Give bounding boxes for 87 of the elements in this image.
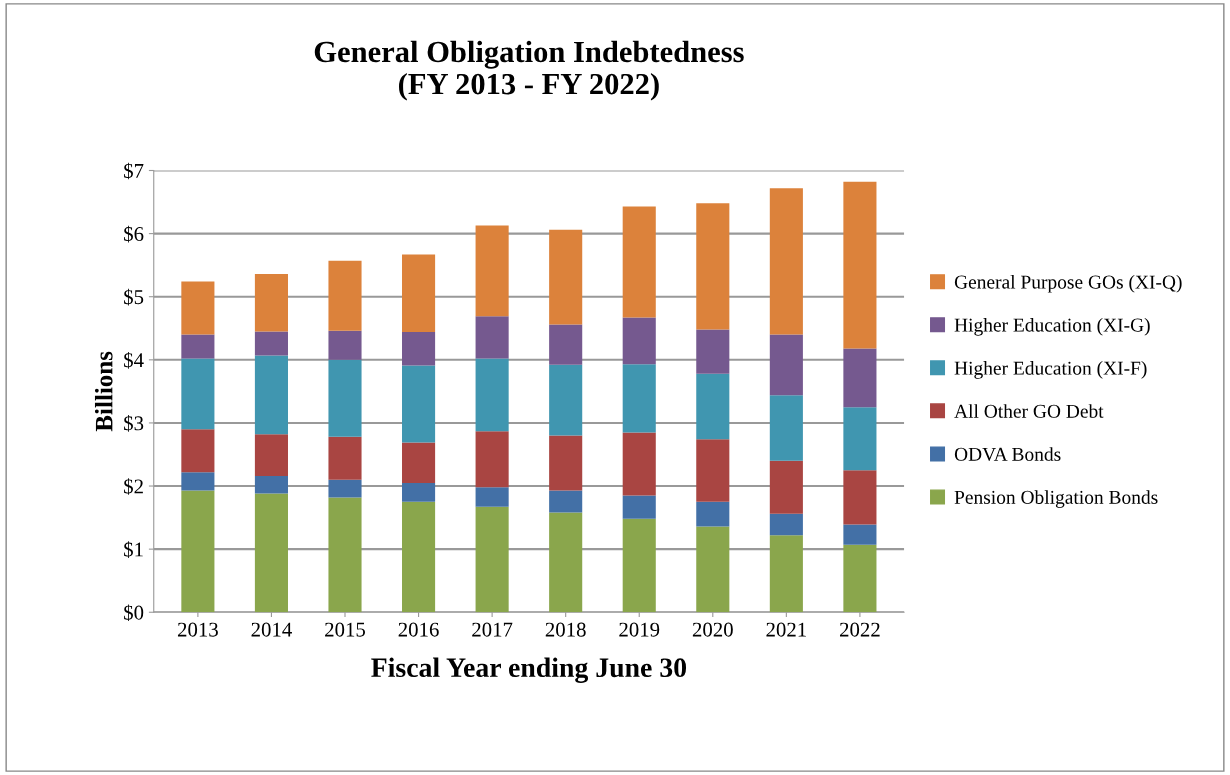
bar	[549, 364, 583, 436]
legend-label: Higher Education (XI-F)	[954, 361, 1147, 379]
x-tick-label: 2013	[177, 622, 218, 637]
y-tick-label: $5	[124, 288, 144, 306]
bar	[843, 470, 877, 525]
x-tick-label: 2016	[398, 622, 439, 637]
bar	[402, 365, 436, 443]
bar	[402, 482, 436, 502]
bar	[402, 254, 436, 333]
bar	[769, 188, 803, 335]
bar	[843, 524, 877, 545]
bar	[181, 490, 215, 613]
bar	[843, 181, 877, 349]
bar	[549, 229, 583, 325]
bar	[622, 206, 656, 318]
bar	[402, 442, 436, 483]
bar	[475, 316, 509, 359]
bar	[769, 460, 803, 514]
y-tick-label: $2	[124, 478, 143, 495]
bar	[696, 526, 730, 613]
y-tick-label: $3	[124, 415, 144, 432]
bar	[402, 501, 436, 613]
bar	[254, 493, 288, 613]
bar	[181, 281, 215, 335]
bar	[696, 439, 730, 502]
bar	[402, 332, 436, 366]
bar	[475, 487, 509, 507]
bar	[549, 512, 583, 613]
bar	[181, 472, 215, 491]
bar	[181, 429, 215, 473]
chart-title: General Obligation Indebtedness (FY 2013 - FY 2022)	[314, 40, 744, 101]
bar	[769, 334, 803, 396]
bar	[475, 431, 509, 488]
x-tick-label: 2020	[692, 622, 733, 637]
x-tick-label: 2022	[840, 622, 880, 637]
bar	[475, 506, 509, 613]
bar	[622, 317, 656, 365]
bar	[254, 355, 288, 435]
bar	[254, 434, 288, 476]
bar	[181, 358, 215, 430]
y-tick-label: $4	[124, 351, 144, 369]
x-tick-label: 2015	[325, 622, 366, 637]
bar	[475, 225, 509, 317]
bar	[328, 260, 362, 331]
y-axis-title: Billions	[94, 351, 113, 432]
x-tick-label: 2017	[472, 622, 513, 637]
x-tick-label: 2019	[619, 622, 660, 637]
bar	[622, 495, 656, 519]
bar	[254, 475, 288, 494]
bar	[328, 436, 362, 480]
bar	[843, 544, 877, 613]
bar	[328, 330, 362, 360]
legend-label: Higher Education (XI-G)	[954, 317, 1150, 336]
y-tick-label: $7	[124, 162, 144, 180]
y-tick-label: $6	[124, 225, 144, 243]
bar	[769, 535, 803, 613]
legend-label: ODVA Bonds	[954, 447, 1061, 461]
bar	[549, 435, 583, 491]
bar	[843, 348, 877, 408]
legend-label: General Purpose GOs (XI-Q)	[954, 274, 1182, 293]
bar	[622, 364, 656, 433]
bar	[696, 203, 730, 330]
bar	[181, 334, 215, 359]
bar	[843, 407, 877, 471]
bar	[696, 329, 730, 374]
bar	[328, 479, 362, 498]
bar	[254, 331, 288, 356]
bar	[769, 513, 803, 536]
bar	[549, 490, 583, 513]
legend-label: Pension Obligation Bonds	[954, 490, 1158, 508]
bar	[254, 274, 288, 332]
bar	[475, 358, 509, 432]
bar	[328, 359, 362, 437]
legend-label: All Other GO Debt	[954, 404, 1104, 418]
x-axis-title: Fiscal Year ending June 30	[371, 657, 687, 683]
x-tick-label: 2014	[251, 622, 292, 637]
y-tick-label: $1	[124, 541, 143, 558]
bar	[769, 395, 803, 461]
bar	[328, 497, 362, 613]
bar	[622, 518, 656, 613]
bar	[696, 373, 730, 440]
bar	[549, 324, 583, 365]
y-tick-label: $0	[124, 604, 144, 622]
x-tick-label: 2018	[545, 622, 586, 637]
x-tick-label: 2021	[766, 622, 806, 637]
bar	[696, 501, 730, 527]
bar	[622, 432, 656, 496]
